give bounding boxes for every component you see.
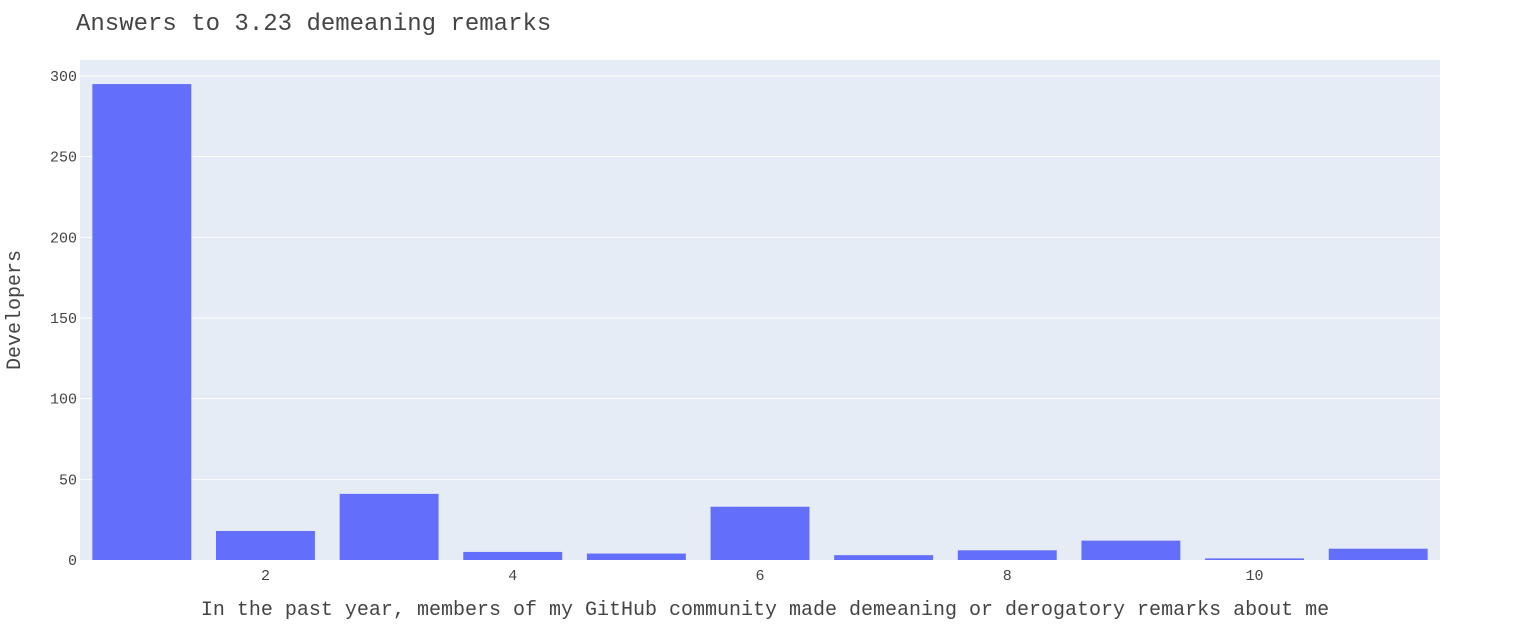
x-tick-label: 8: [1003, 568, 1012, 585]
bar: [834, 555, 934, 560]
y-tick-label: 150: [50, 311, 77, 328]
y-tick-label: 50: [59, 472, 77, 489]
y-axis-title: Developers: [4, 250, 27, 370]
x-axis-ticks: 2 4 6 8 10: [261, 568, 1264, 585]
y-tick-label: 100: [50, 392, 77, 409]
x-tick-label: 10: [1246, 568, 1264, 585]
x-tick-label: 2: [261, 568, 270, 585]
bar: [339, 493, 439, 560]
y-tick-label: 250: [50, 150, 77, 167]
y-tick-label: 300: [50, 69, 77, 86]
bar: [92, 84, 192, 561]
y-tick-label: 0: [68, 553, 77, 570]
x-tick-label: 6: [755, 568, 764, 585]
y-tick-label: 200: [50, 230, 77, 247]
bar: [1081, 540, 1181, 560]
x-axis-title: In the past year, members of my GitHub c…: [201, 599, 1329, 622]
y-axis-ticks: 0 50 100 150 200 250 300: [50, 69, 77, 570]
gridlines: [80, 75, 1440, 480]
plot-area: [80, 60, 1440, 560]
bar: [216, 530, 315, 560]
bar: [1205, 558, 1304, 560]
x-tick-label: 4: [508, 568, 517, 585]
bars: [92, 84, 1428, 561]
bar: [1328, 548, 1428, 560]
bar: [957, 550, 1057, 560]
bar: [586, 553, 686, 560]
bar: [463, 551, 563, 560]
bar: [710, 506, 810, 560]
chart-title: Answers to 3.23 demeaning remarks: [76, 11, 551, 38]
